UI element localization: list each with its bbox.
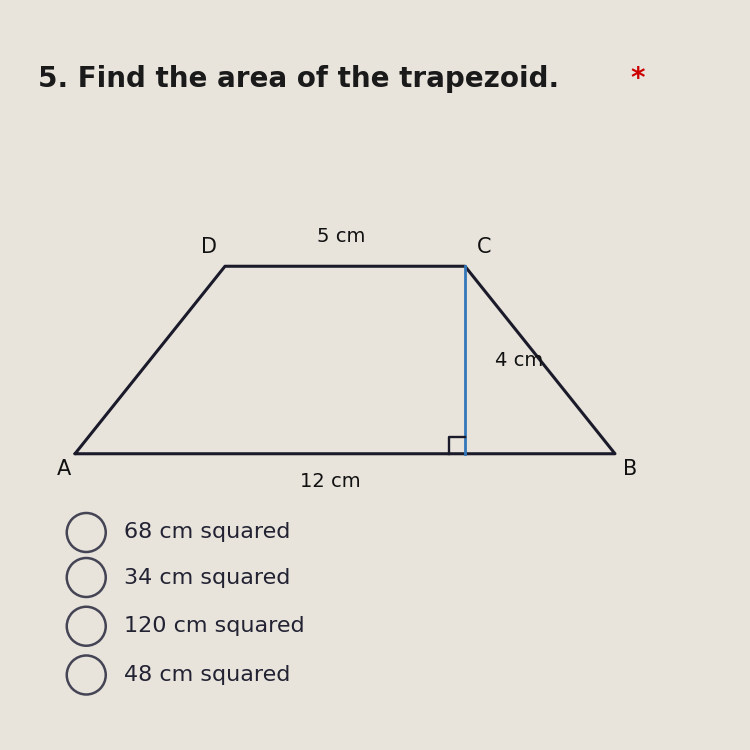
Text: A: A	[57, 459, 70, 478]
Text: 120 cm squared: 120 cm squared	[124, 616, 304, 636]
Text: 68 cm squared: 68 cm squared	[124, 523, 290, 542]
Text: *: *	[630, 64, 644, 93]
Text: 48 cm squared: 48 cm squared	[124, 665, 290, 685]
Text: C: C	[476, 238, 491, 257]
Text: D: D	[200, 238, 217, 257]
Text: 5 cm: 5 cm	[317, 226, 365, 246]
Text: 34 cm squared: 34 cm squared	[124, 568, 290, 587]
Text: 12 cm: 12 cm	[300, 472, 360, 491]
Text: B: B	[622, 459, 637, 478]
Text: 5. Find the area of the trapezoid.: 5. Find the area of the trapezoid.	[38, 64, 568, 93]
Text: 4 cm: 4 cm	[495, 350, 543, 370]
